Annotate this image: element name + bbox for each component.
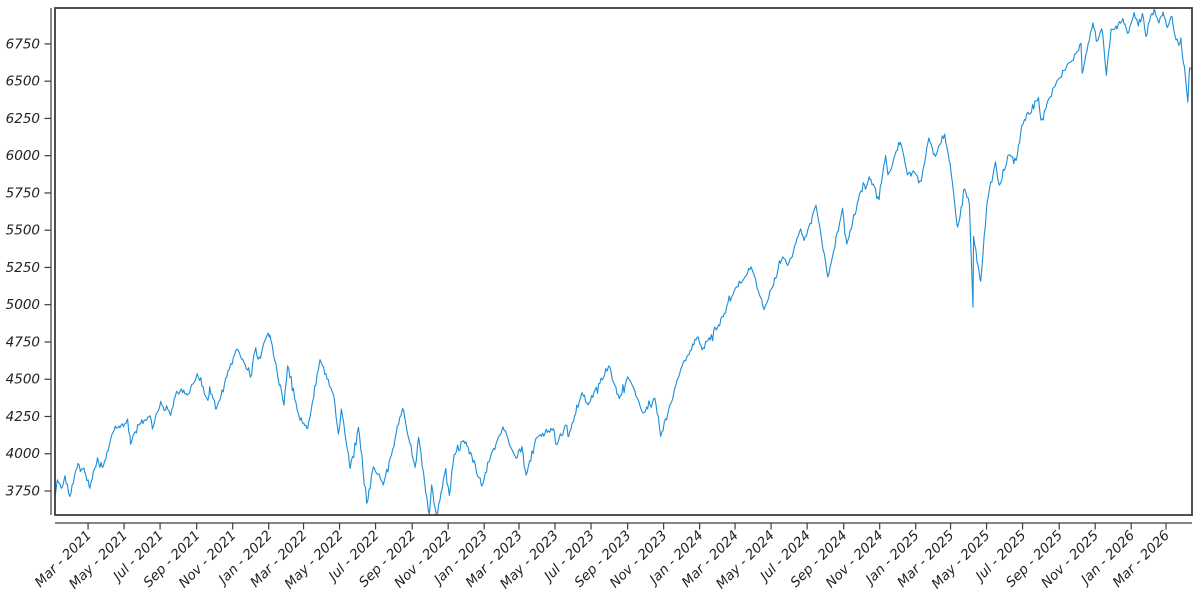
- y-tick-label: 4750: [6, 334, 40, 350]
- y-tick-label: 6500: [6, 74, 40, 90]
- y-tick-label: 4250: [6, 409, 40, 425]
- y-tick-label: 5750: [6, 185, 40, 201]
- y-tick-label: 6000: [6, 148, 40, 164]
- price-line: [54, 8, 1193, 516]
- y-tick-label: 5500: [6, 223, 40, 239]
- y-tick-label: 5000: [6, 297, 40, 313]
- y-tick-label: 4500: [6, 372, 40, 388]
- y-tick-label: 6750: [6, 36, 40, 52]
- y-tick-label: 4000: [6, 446, 40, 462]
- y-tick-label: 5250: [6, 260, 40, 276]
- y-tick-label: 6250: [6, 111, 40, 127]
- plot-frame: [54, 7, 1193, 516]
- y-tick-label: 3750: [6, 484, 40, 500]
